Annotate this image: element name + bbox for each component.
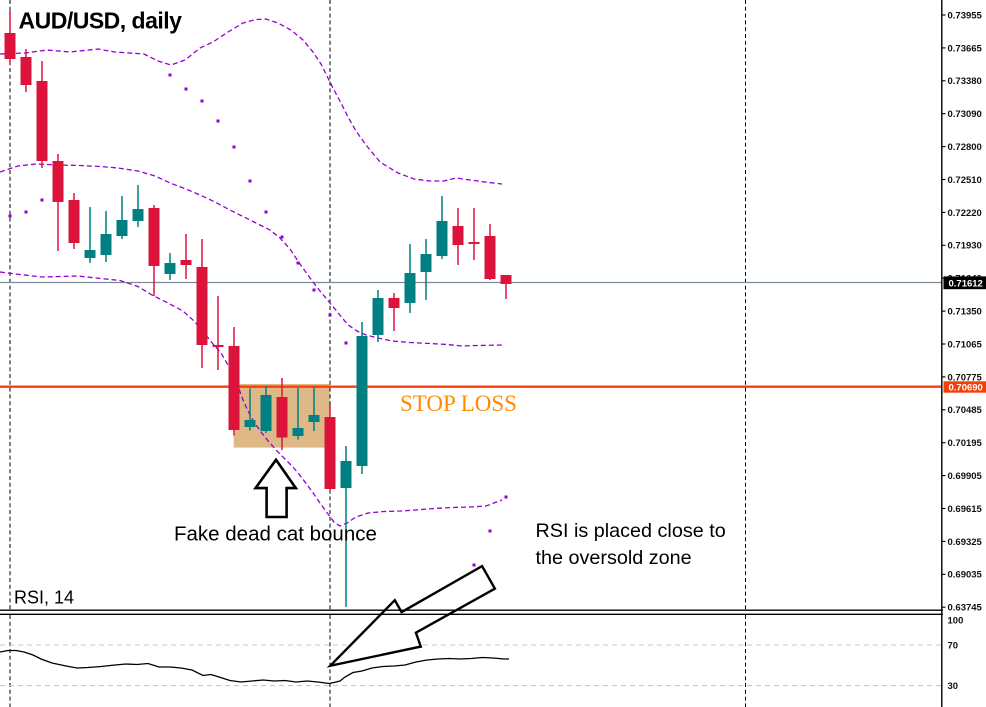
svg-text:30: 30: [948, 681, 959, 692]
svg-text:0.70690: 0.70690: [949, 382, 983, 393]
svg-text:STOP LOSS: STOP LOSS: [400, 391, 517, 416]
svg-text:the oversold zone: the oversold zone: [536, 547, 692, 569]
svg-text:0.70775: 0.70775: [948, 372, 983, 383]
svg-text:0.69905: 0.69905: [948, 471, 983, 482]
svg-text:RSI, 14: RSI, 14: [14, 588, 74, 608]
svg-text:0.70195: 0.70195: [948, 438, 983, 449]
svg-text:100: 100: [948, 616, 964, 627]
svg-text:0.73380: 0.73380: [948, 76, 982, 87]
svg-text:0.63745: 0.63745: [948, 603, 983, 614]
svg-text:0.72220: 0.72220: [948, 208, 982, 219]
svg-text:RSI is placed close to: RSI is placed close to: [536, 520, 726, 542]
svg-text:0.72510: 0.72510: [948, 175, 982, 186]
svg-text:0.69325: 0.69325: [948, 537, 983, 548]
svg-text:0.71065: 0.71065: [948, 339, 983, 350]
svg-text:0.73955: 0.73955: [948, 10, 983, 21]
svg-text:0.72800: 0.72800: [948, 142, 982, 153]
svg-text:0.69615: 0.69615: [948, 504, 983, 515]
svg-text:0.71350: 0.71350: [948, 307, 982, 318]
svg-text:0.71930: 0.71930: [948, 241, 982, 252]
svg-text:Fake dead cat bounce: Fake dead cat bounce: [174, 522, 377, 545]
svg-text:0.69035: 0.69035: [948, 570, 983, 581]
svg-text:0.70485: 0.70485: [948, 405, 983, 416]
svg-text:AUD/USD, daily: AUD/USD, daily: [19, 7, 183, 33]
svg-text:0.73665: 0.73665: [948, 43, 983, 54]
svg-text:0.71612: 0.71612: [949, 278, 983, 289]
svg-text:0.73090: 0.73090: [948, 109, 982, 120]
svg-text:70: 70: [948, 640, 959, 651]
